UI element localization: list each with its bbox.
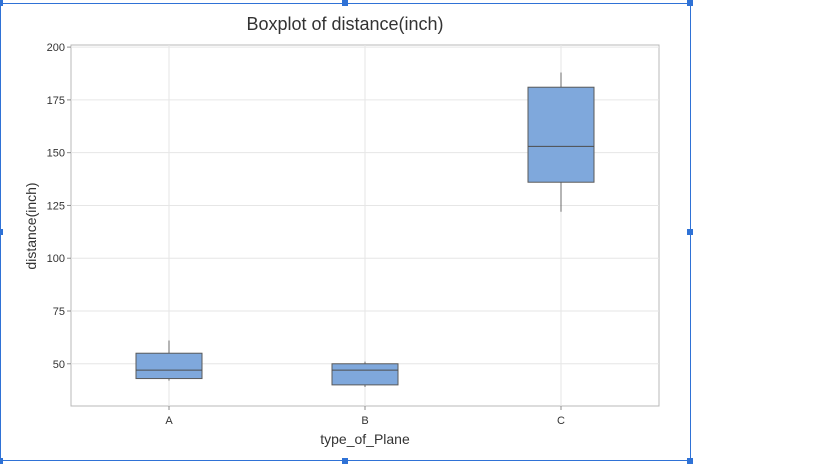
resize-handle-bottom-right[interactable] [687, 458, 693, 464]
resize-handle-top-left[interactable] [0, 0, 3, 6]
y-tick-label: 175 [47, 95, 65, 107]
x-axis-ticks: A B C [165, 406, 565, 427]
resize-handle-bottom-middle[interactable] [342, 458, 348, 464]
y-tick-label: 100 [47, 253, 65, 265]
x-tick-label: A [165, 415, 173, 427]
resize-handle-top-middle[interactable] [342, 0, 348, 6]
resize-handle-bottom-left[interactable] [0, 458, 3, 464]
x-axis-title: type_of_Plane [320, 431, 410, 447]
resize-handle-middle-left[interactable] [0, 229, 3, 235]
box-B [331, 363, 399, 386]
x-tick-label: B [361, 415, 368, 427]
y-tick-label: 50 [53, 359, 65, 371]
boxes [135, 72, 595, 387]
chart-title: Boxplot of distance(inch) [246, 14, 443, 34]
y-axis-title: distance(inch) [23, 182, 39, 269]
y-tick-label: 200 [47, 42, 65, 54]
x-tick-label: C [557, 415, 565, 427]
box-C [527, 86, 595, 183]
resize-handle-top-right[interactable] [687, 0, 693, 6]
y-axis-ticks: 50 75 100 125 150 175 200 [47, 42, 71, 371]
box-A [135, 352, 203, 380]
y-tick-label: 125 [47, 200, 65, 212]
resize-handle-middle-right[interactable] [687, 229, 693, 235]
y-tick-label: 75 [53, 306, 65, 318]
y-tick-label: 150 [47, 148, 65, 160]
